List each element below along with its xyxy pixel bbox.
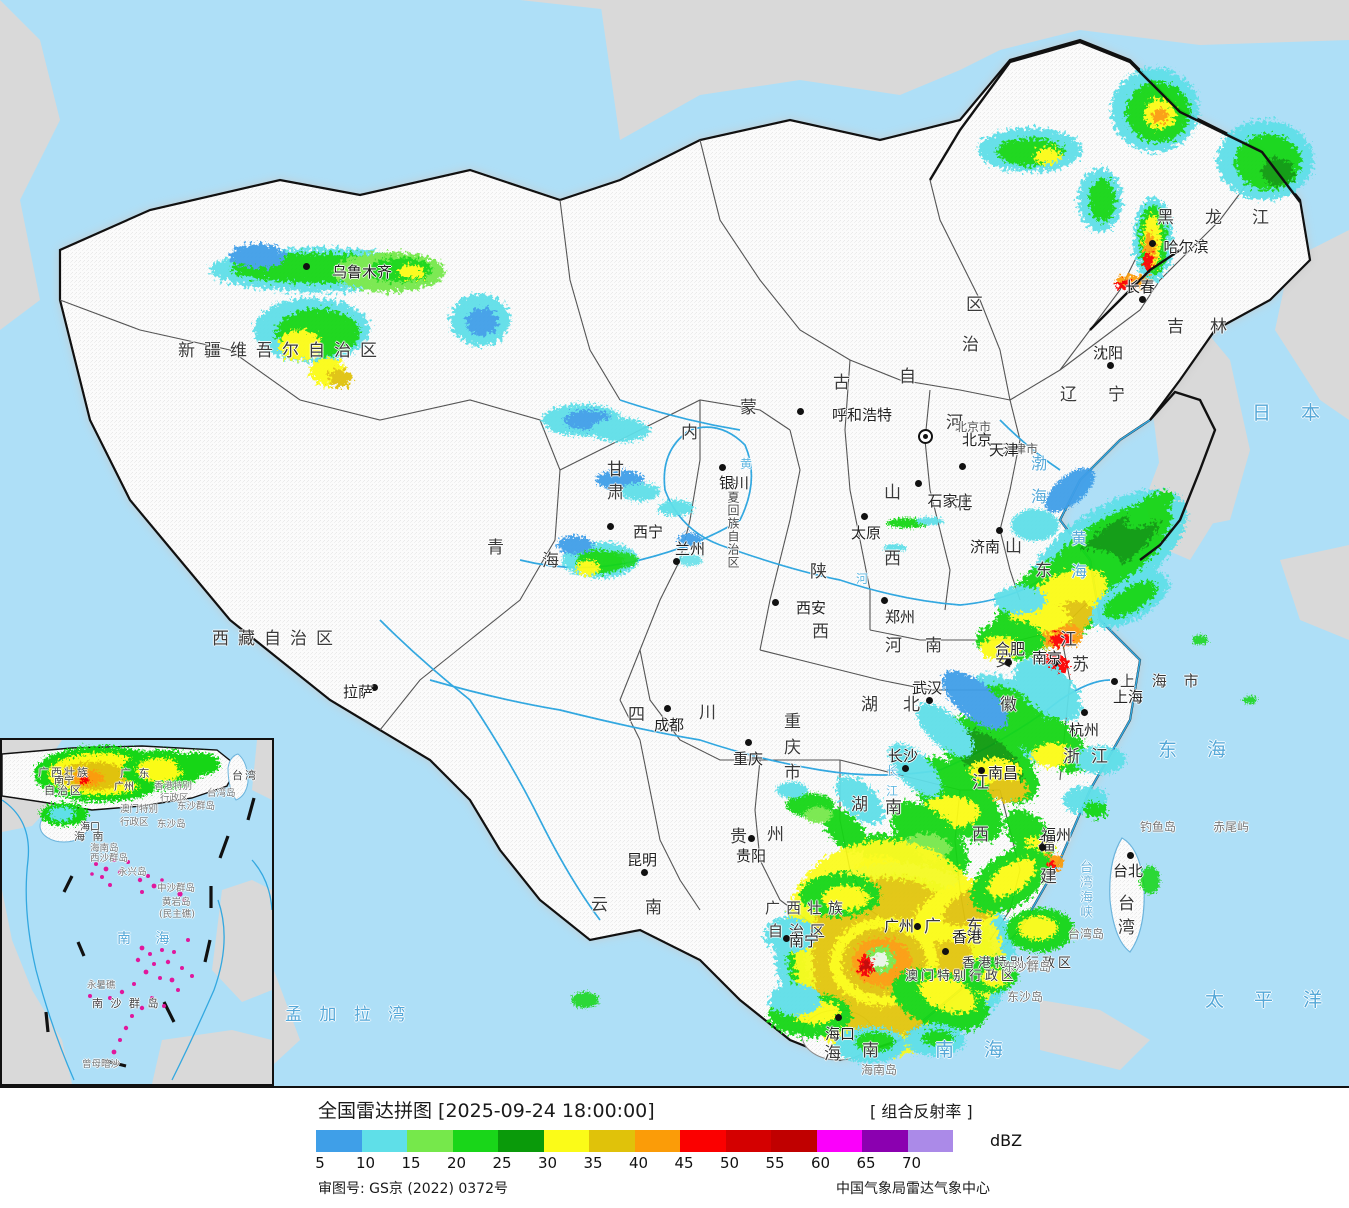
colorbar-segment-45[interactable] — [680, 1130, 726, 1152]
product-type-label: [ 组合反射率 ] — [870, 1102, 973, 1121]
colorbar-segment-30[interactable] — [543, 1130, 589, 1152]
colorbar-tick-5: 5 — [315, 1154, 325, 1172]
colorbar-tick-45: 45 — [674, 1154, 694, 1172]
colorbar-tick-55: 55 — [765, 1154, 785, 1172]
city-dot-icon — [664, 705, 671, 712]
city-dot-icon — [371, 684, 378, 691]
colorbar-tick-30: 30 — [537, 1154, 558, 1172]
colorbar-tick-35: 35 — [583, 1154, 603, 1172]
city-dot-icon — [748, 835, 755, 842]
colorbar-segment-10[interactable] — [361, 1130, 407, 1152]
colorbar-segment-60[interactable] — [816, 1130, 862, 1152]
colorbar-segment-20[interactable] — [452, 1130, 498, 1152]
page-title: 全国雷达拼图 [2025-09-24 18:00:00] — [318, 1100, 655, 1122]
colorbar-segment-40[interactable] — [634, 1130, 680, 1152]
colorbar-segment-25[interactable] — [498, 1130, 544, 1152]
city-dot-icon — [1039, 844, 1046, 851]
city-dot-icon — [915, 480, 922, 487]
colorbar-tick-15: 15 — [401, 1154, 421, 1172]
colorbar-tick-40: 40 — [628, 1154, 649, 1172]
approval-number: 审图号: GS京 (2022) 0372号 — [318, 1181, 508, 1197]
city-dot-icon — [719, 464, 726, 471]
city-dot-icon — [1005, 659, 1012, 666]
radar-echo-layer — [210, 68, 1313, 1063]
city-dot-icon — [772, 599, 779, 606]
national-border — [928, 40, 1301, 561]
dbz-colorbar[interactable] — [316, 1130, 953, 1152]
city-dot-icon — [1052, 659, 1059, 666]
radar-map[interactable]: 新疆维吾尔自治区 西藏自治区青海甘肃内蒙古自治区宁夏回族自治区陕西山西河北山东河南… — [0, 0, 1349, 1086]
city-dot-icon — [607, 523, 614, 530]
colorbar-segment-35[interactable] — [589, 1130, 635, 1152]
city-dot-icon — [641, 869, 648, 876]
city-dot-icon — [914, 923, 921, 930]
city-dot-icon — [881, 597, 888, 604]
city-dot-icon — [797, 408, 804, 415]
colorbar-tick-50: 50 — [719, 1154, 740, 1172]
city-dot-icon — [745, 739, 752, 746]
south-china-sea-inset[interactable]: 广西壮族 自治区 南宁广 东广州 香港特别 行政区 澳门特别 行政区 台湾 台湾岛 东沙群岛 东沙岛… — [0, 738, 274, 1086]
city-dot-icon — [1127, 852, 1134, 859]
colorbar-tick-70: 70 — [901, 1154, 922, 1172]
city-dot-icon — [1149, 240, 1156, 247]
colorbar-tick-labels: 5 10 15 20 25 30 35 40 45 50 55 60 65 70 — [315, 1154, 1016, 1174]
colorbar-segment-55[interactable] — [771, 1130, 817, 1152]
inset-canvas — [2, 740, 272, 1084]
city-dot-icon — [902, 765, 909, 772]
city-dot-icon — [996, 527, 1003, 534]
colorbar-segment-50[interactable] — [725, 1130, 771, 1152]
city-dot-icon — [303, 263, 310, 270]
city-dot-icon — [861, 513, 868, 520]
colorbar-tick-20: 20 — [446, 1154, 467, 1172]
colorbar-tick-65: 65 — [856, 1154, 876, 1172]
dbz-unit-label: dBZ — [990, 1131, 1023, 1150]
colorbar-segment-70[interactable] — [907, 1130, 953, 1152]
city-dot-icon — [926, 697, 933, 704]
legend-footer: 全国雷达拼图 [2025-09-24 18:00:00] [ 组合反射率 ] d… — [0, 1086, 1349, 1208]
city-dot-icon — [959, 463, 966, 470]
city-dot-icon — [942, 948, 949, 955]
colorbar-tick-60: 60 — [810, 1154, 831, 1172]
city-dot-icon — [783, 935, 790, 942]
colorbar-tick-10: 10 — [355, 1154, 376, 1172]
city-dot-icon — [1111, 678, 1118, 685]
city-dot-icon — [835, 1014, 842, 1021]
capital-marker-icon — [918, 429, 933, 444]
city-dot-icon — [978, 767, 985, 774]
colorbar-segment-65[interactable] — [862, 1130, 908, 1152]
colorbar-tick-25: 25 — [492, 1154, 512, 1172]
city-dot-icon — [673, 558, 680, 565]
city-dot-icon — [1139, 296, 1146, 303]
colorbar-segment-15[interactable] — [407, 1130, 453, 1152]
organization-label: 中国气象局雷达气象中心 — [836, 1181, 990, 1197]
city-dot-icon — [1081, 709, 1088, 716]
colorbar-segment-5[interactable] — [316, 1130, 362, 1152]
city-dot-icon — [1107, 362, 1114, 369]
